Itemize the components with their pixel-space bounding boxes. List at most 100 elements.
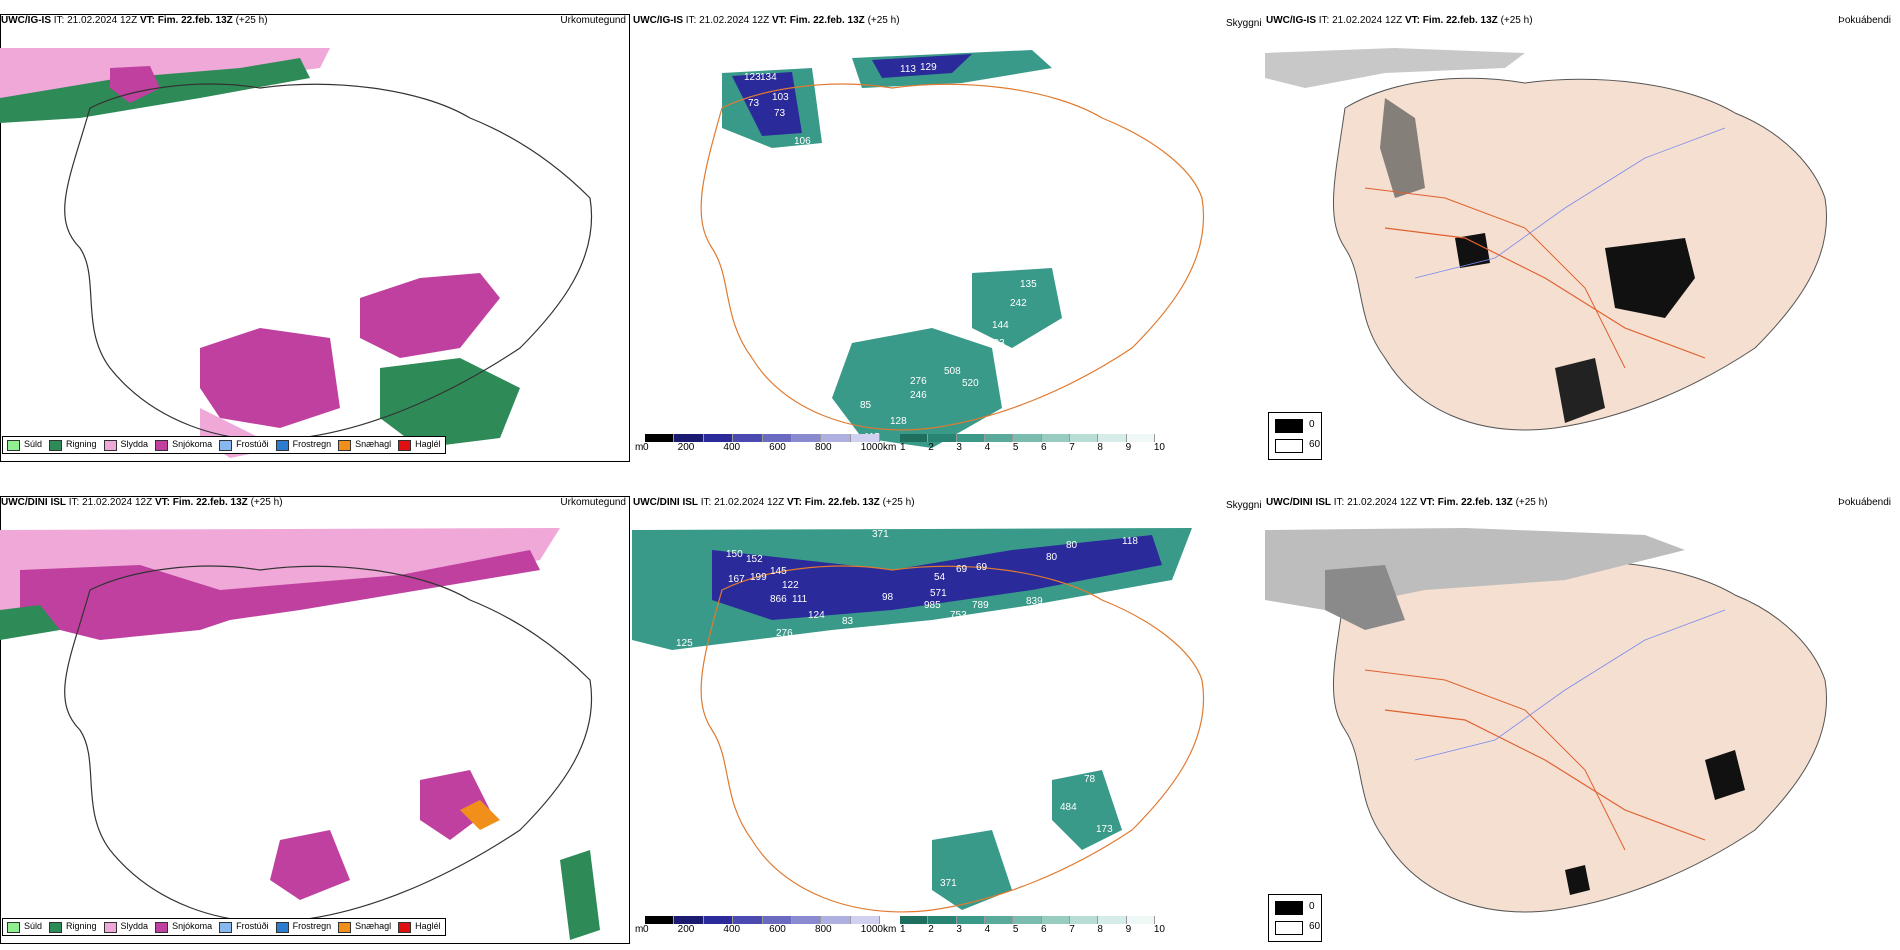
precip-type-legend: Súld Rigning Slydda Snjókoma Frostúði Fr… [2,918,446,936]
value-label: 484 [1060,802,1077,813]
legend-item: Snæhagl [338,439,391,451]
value-label: 85 [860,400,872,411]
legend-item: Frostúði [219,921,269,933]
value-label: 118 [1122,536,1138,547]
value-label: 144 [992,320,1009,331]
legend-item: Snjókoma [155,439,212,451]
value-label: 98 [882,592,894,603]
value-label: 106 [794,136,811,147]
panel-header: UWC/DINI ISL IT: 21.02.2024 12Z VT: Fim.… [633,497,915,508]
legend-item: Frostregn [275,921,331,933]
fog-indicator-panel-1: UWC/IG-IS IT: 21.02.2024 12Z VT: Fim. 22… [1265,14,1895,462]
value-label: 122 [782,580,799,591]
fog-indicator-map [1265,48,1827,431]
vis-scale-unit: km [883,924,897,935]
value-label: 167 [728,574,745,585]
legend-item: Snjókoma [155,921,212,933]
value-label: 80 [1066,540,1078,551]
value-label: 152 [746,554,763,565]
panel-header: UWC/IG-IS IT: 21.02.2024 12Z VT: Fim. 22… [1,15,268,26]
visibility-cloud-panel-2: UWC/DINI ISL IT: 21.02.2024 12Z VT: Fim.… [632,496,1262,944]
cloud-scale-ticks: 0 200 400 600 800 1000 [643,442,883,453]
legend-item: Súld [7,439,42,451]
value-label: 150 [726,549,743,560]
value-label: 125 [676,638,693,649]
precip-type-panel-2: UWC/DINI ISL IT: 21.02.2024 12Z VT: Fim.… [0,496,630,944]
cloud-scale-ticks: 0 200 400 600 800 1000 [643,924,883,935]
value-label: 113 [900,64,916,75]
value-label: 69 [976,562,988,573]
value-label: 134 [760,72,777,83]
legend-item: Haglél [398,921,441,933]
value-label: 371 [940,878,957,889]
value-label: 135 [1020,279,1037,290]
precip-type-legend: Súld Rigning Slydda Snjókoma Frostúði Fr… [2,436,446,454]
value-label: 123 [744,72,761,83]
value-label: 276 [910,376,927,387]
value-label: 123 [988,338,1005,349]
visibility-cloud-map: 123 134 73 103 73 106 113 129 135 242 14… [700,50,1204,448]
value-label: 103 [772,92,789,103]
legend-item: Slydda [103,921,148,933]
value-label: 173 [1096,824,1113,835]
cloud-scale-unit: m [635,442,644,453]
precip-type-panel-1: UWC/IG-IS IT: 21.02.2024 12Z VT: Fim. 22… [0,14,630,462]
value-label: 199 [750,572,767,583]
value-label: 520 [962,378,979,389]
value-label: 242 [1010,298,1027,309]
fog-legend: 0 60 [1268,894,1322,942]
value-label: 111 [792,594,808,605]
value-label: 54 [934,572,946,583]
legend-item: Súld [7,921,42,933]
precip-type-map [0,48,592,458]
visibility-label: Skyggni [1226,18,1262,29]
value-label: 73 [748,98,760,109]
visibility-label: Skyggni [1226,500,1262,511]
legend-item: Frostregn [275,439,331,451]
value-label: 129 [920,62,937,73]
value-label: 371 [872,529,889,540]
legend-item: Snæhagl [338,921,391,933]
colour-scales: m 0 200 400 600 800 1000 km 1 2 3 4 5 6 7 8 9 10 [635,916,1255,940]
value-label: 985 [924,600,941,611]
legend-item: Slydda [103,439,148,451]
legend-item: Haglél [398,439,441,451]
value-label: 145 [770,566,787,577]
precip-type-map [0,528,600,940]
value-label: 128 [890,416,907,427]
panel-header: UWC/DINI ISL IT: 21.02.2024 12Z VT: Fim.… [1,497,283,508]
vis-scale-ticks: 1 2 3 4 5 6 7 8 9 10 [900,442,1165,453]
value-label: 571 [930,588,947,599]
panel-header: UWC/IG-IS IT: 21.02.2024 12Z VT: Fim. 22… [1266,15,1533,26]
precip-type-label: Úrkomutegund [560,497,626,508]
value-label: 753 [950,610,967,621]
value-label: 78 [1084,774,1096,785]
value-label: 73 [774,108,786,119]
value-label: 69 [956,564,968,575]
precip-type-label: Úrkomutegund [560,15,626,26]
value-label: 83 [842,616,854,627]
vis-scale-ticks: 1 2 3 4 5 6 7 8 9 10 [900,924,1165,935]
cloud-scale-unit: m [635,924,644,935]
value-label: 80 [1046,552,1058,563]
legend-item: Rigning [49,921,97,933]
value-label: 866 [770,594,787,605]
legend-item: Frostúði [219,439,269,451]
fog-indicator-map [1265,528,1827,913]
colour-scales: m 0 200 400 600 800 1000 km 1 2 3 4 5 6 7 8 9 10 [635,434,1255,458]
visibility-cloud-map: 371 150 152 167 199 145 122 866 111 124 … [632,528,1204,913]
fog-indicator-label: Þokuábendi [1838,15,1891,26]
panel-header: UWC/IG-IS IT: 21.02.2024 12Z VT: Fim. 22… [633,15,900,26]
legend-item: Rigning [49,439,97,451]
value-label: 124 [808,610,825,621]
fog-legend: 0 60 [1268,412,1322,460]
value-label: 839 [1026,596,1043,607]
vis-scale-unit: km [883,442,897,453]
value-label: 789 [972,600,989,611]
panel-header: UWC/DINI ISL IT: 21.02.2024 12Z VT: Fim.… [1266,497,1548,508]
value-label: 508 [944,366,961,377]
fog-indicator-label: Þokuábendi [1838,497,1891,508]
value-label: 246 [910,390,927,401]
visibility-cloud-panel-1: UWC/IG-IS IT: 21.02.2024 12Z VT: Fim. 22… [632,14,1262,462]
value-label: 276 [776,628,793,639]
